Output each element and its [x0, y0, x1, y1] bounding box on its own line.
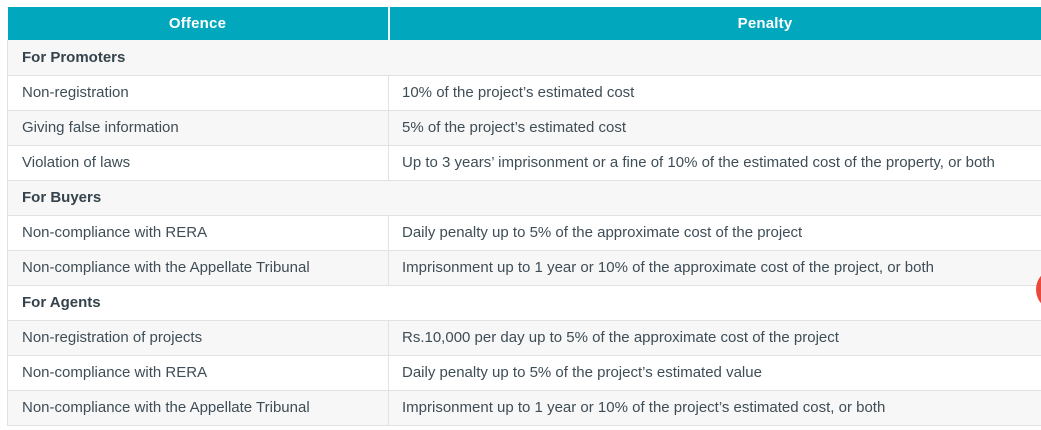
offence-cell: Non-compliance with RERA: [7, 215, 389, 251]
penalty-cell: Imprisonment up to 1 year or 10% of the …: [388, 250, 1041, 286]
offence-column-header: Offence: [7, 7, 389, 40]
table-row: Non-compliance with the Appellate Tribun…: [7, 390, 1041, 426]
section-title: For Promoters: [7, 40, 1041, 76]
penalty-cell: 5% of the project’s estimated cost: [388, 110, 1041, 146]
penalty-cell: Up to 3 years’ imprisonment or a fine of…: [388, 145, 1041, 181]
table-row: Non-registration of projects Rs.10,000 pe…: [7, 320, 1041, 356]
offence-cell: Non-registration of projects: [7, 320, 389, 356]
penalty-cell: Rs.10,000 per day up to 5% of the approx…: [388, 320, 1041, 356]
offence-cell: Violation of laws: [7, 145, 389, 181]
offence-cell: Giving false information: [7, 110, 389, 146]
offence-cell: Non-compliance with the Appellate Tribun…: [7, 250, 389, 286]
penalty-column-header: Penalty: [387, 7, 1041, 40]
table-body: For Promoters Non-registration 10% of the …: [7, 40, 1041, 426]
section-title: For Buyers: [7, 180, 1041, 216]
table-row: Non-compliance with RERA Daily penalty up…: [7, 355, 1041, 391]
table-row: Violation of laws Up to 3 years’ imprison…: [7, 145, 1041, 181]
penalty-cell: 10% of the project’s estimated cost: [388, 75, 1041, 111]
floating-action-button[interactable]: [1036, 268, 1041, 311]
table-row: Non-compliance with the Appellate Tribun…: [7, 250, 1041, 286]
table-row: Giving false information 5% of the projec…: [7, 110, 1041, 146]
table-header: Offence Penalty: [7, 7, 1041, 40]
penalty-cell: Imprisonment up to 1 year or 10% of the …: [388, 390, 1041, 426]
section-row: For Buyers: [7, 180, 1041, 216]
section-row: For Agents: [7, 285, 1041, 321]
penalty-cell: Daily penalty up to 5% of the approximat…: [388, 215, 1041, 251]
table-row: Non-registration 10% of the project’s est…: [7, 75, 1041, 111]
table-row: Non-compliance with RERA Daily penalty up…: [7, 215, 1041, 251]
offence-cell: Non-compliance with the Appellate Tribun…: [7, 390, 389, 426]
offence-cell: Non-compliance with RERA: [7, 355, 389, 391]
penalty-cell: Daily penalty up to 5% of the project’s …: [388, 355, 1041, 391]
offence-penalty-table: Offence Penalty For Promoters Non-registr…: [7, 7, 1041, 426]
section-title: For Agents: [7, 285, 1041, 321]
section-row: For Promoters: [7, 40, 1041, 76]
header-row: Offence Penalty: [7, 7, 1041, 40]
offence-cell: Non-registration: [7, 75, 389, 111]
